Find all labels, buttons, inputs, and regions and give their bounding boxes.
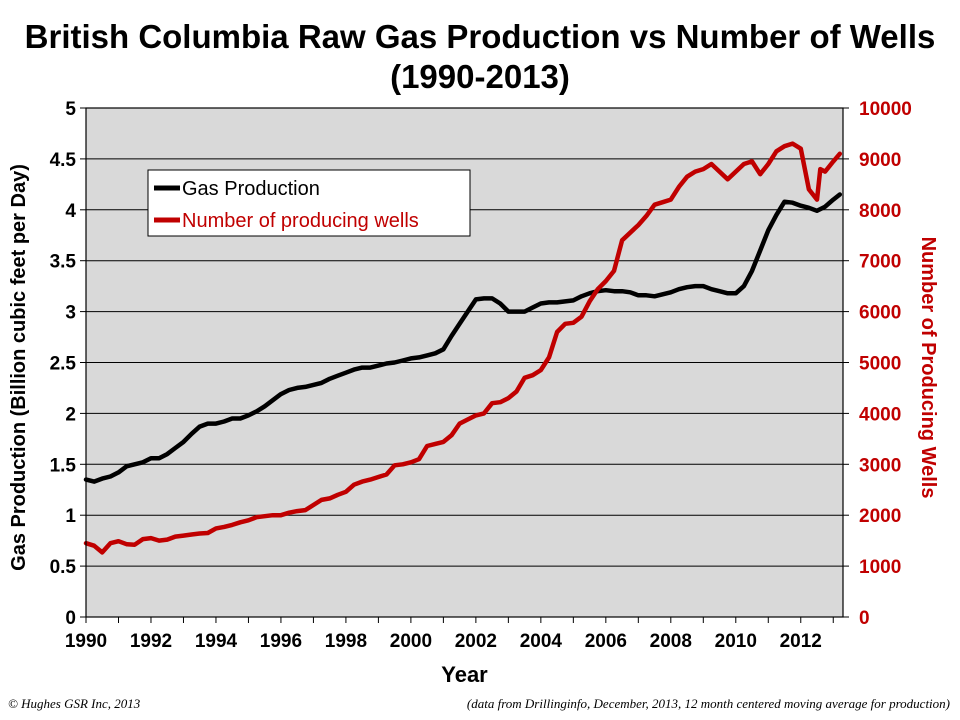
x-tick-label: 1992	[130, 631, 172, 652]
chart-title: British Columbia Raw Gas Production vs N…	[24, 18, 936, 55]
legend	[147, 169, 471, 237]
left-tick-label: 0.5	[50, 557, 77, 578]
left-tick-label: 1.5	[50, 455, 77, 476]
right-tick-label: 9000	[859, 150, 901, 171]
x-tick-label: 1990	[65, 631, 107, 652]
x-tick-label: 2002	[455, 631, 497, 652]
left-tick-label: 0	[65, 608, 76, 629]
plot-border	[85, 107, 844, 618]
left-tick-label: 4	[65, 201, 76, 222]
x-tick-label: 2006	[585, 631, 627, 652]
left-tick-label: 1	[65, 506, 76, 527]
left-tick-label: 4.5	[50, 150, 77, 171]
x-tick-label: 2010	[715, 631, 757, 652]
legend-label-gas: Gas Production	[182, 178, 320, 200]
y-axis-title: Gas Production (Billion cubic feet per D…	[8, 164, 30, 571]
x-tick-label: 2004	[520, 631, 563, 652]
right-tick-label: 2000	[859, 506, 901, 527]
right-tick-label: 8000	[859, 201, 901, 222]
chart-subtitle: (1990-2013)	[390, 58, 570, 95]
left-tick-label: 2	[65, 404, 76, 425]
y2-axis-title: Number of Producing Wells	[917, 237, 939, 499]
right-tick-label: 3000	[859, 455, 901, 476]
x-axis-title: Year	[441, 662, 488, 687]
x-tick-label: 2000	[390, 631, 432, 652]
right-tick-label: 5000	[859, 354, 901, 375]
right-tick-label: 7000	[859, 252, 901, 273]
left-tick-label: 2.5	[50, 354, 77, 375]
gas-production-line	[83, 192, 843, 484]
right-tick-label: 10000	[859, 99, 912, 120]
x-tick-label: 1998	[325, 631, 367, 652]
right-tick-label: 4000	[859, 404, 901, 425]
right-tick-label: 6000	[859, 303, 901, 324]
x-tick-label: 2008	[650, 631, 692, 652]
left-tick-label: 3	[65, 303, 76, 324]
copyright-note: © Hughes GSR Inc, 2013	[8, 696, 141, 711]
x-tick-label: 2012	[780, 631, 822, 652]
right-tick-label: 0	[859, 608, 870, 629]
x-tick-label: 1996	[260, 631, 302, 652]
left-tick-label: 5	[65, 99, 76, 120]
legend-label-wells: Number of producing wells	[182, 210, 419, 232]
data-source-note: (data from Drillinginfo, December, 2013,…	[466, 696, 950, 711]
right-tick-label: 1000	[859, 557, 901, 578]
x-tick-label: 1994	[195, 631, 238, 652]
producing-wells-line	[83, 141, 843, 555]
left-tick-label: 3.5	[50, 252, 77, 273]
